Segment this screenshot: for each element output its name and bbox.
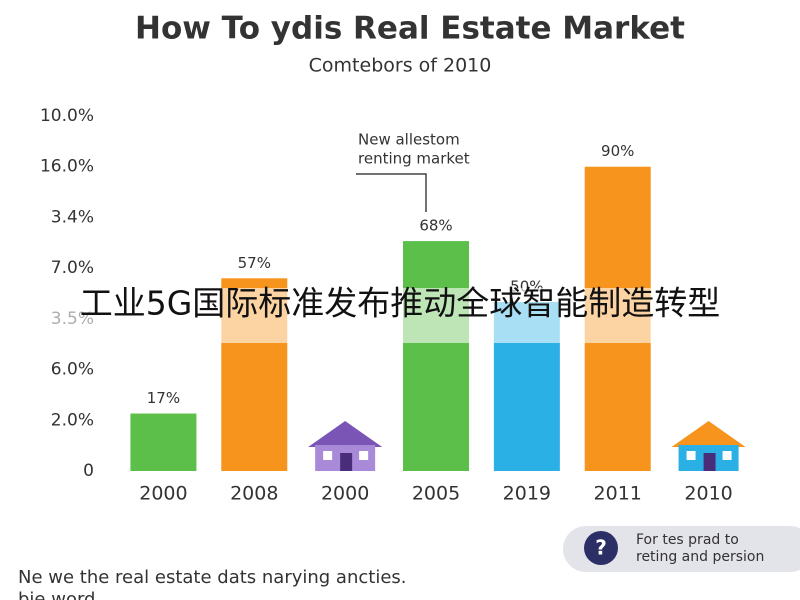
x-tick-label: 2011 bbox=[594, 483, 642, 505]
x-tick-label: 2000 bbox=[139, 483, 187, 505]
house-part bbox=[671, 421, 746, 447]
value-label: 90% bbox=[601, 142, 634, 160]
help-text[interactable]: reting and persion bbox=[636, 549, 764, 565]
y-tick-label: 0 bbox=[83, 461, 94, 481]
overlay-caption: 工业5G国际标准发布推动全球智能制造转型 bbox=[80, 284, 721, 323]
house-icon bbox=[671, 421, 746, 471]
house-part bbox=[323, 451, 333, 460]
help-button-bg[interactable] bbox=[563, 526, 800, 572]
footer-text: Ne we the real estate dats narying ancti… bbox=[18, 567, 407, 588]
annotation: renting market bbox=[358, 150, 470, 168]
x-tick-label: 2008 bbox=[230, 483, 278, 505]
value-label: 57% bbox=[238, 254, 271, 272]
annotation: New allestom bbox=[358, 131, 460, 149]
bar bbox=[403, 241, 469, 471]
help-button[interactable]: ? For tes prad to reting and persion bbox=[563, 526, 800, 572]
house-part bbox=[340, 453, 353, 471]
footer-text-cut: bie word bbox=[18, 589, 95, 600]
y-tick-label: 7.0% bbox=[51, 258, 94, 278]
bar bbox=[130, 413, 197, 471]
x-tick-label: 2000 bbox=[321, 483, 369, 505]
value-label: 17% bbox=[147, 389, 180, 407]
house-part bbox=[308, 421, 383, 447]
y-tick-label: 16.0% bbox=[40, 157, 94, 177]
y-tick-label: 10.0% bbox=[40, 106, 94, 126]
chart-title: How To ydis Real Estate Market bbox=[135, 11, 685, 47]
y-tick-label: 6.0% bbox=[51, 360, 94, 380]
house-part bbox=[703, 453, 716, 471]
help-icon[interactable]: ? bbox=[595, 536, 607, 560]
annotation-line bbox=[356, 173, 427, 212]
x-tick-label: 2010 bbox=[684, 483, 732, 505]
house-part bbox=[359, 451, 369, 460]
y-tick-label: 3.4% bbox=[51, 207, 94, 227]
value-label: 68% bbox=[419, 217, 452, 235]
y-tick-label: 2.0% bbox=[51, 410, 94, 430]
chart-subtitle: Comtebors of 2010 bbox=[309, 55, 492, 77]
house-part bbox=[722, 451, 732, 460]
help-icon-bg[interactable] bbox=[584, 531, 618, 565]
house-icon bbox=[308, 421, 383, 471]
help-text[interactable]: For tes prad to bbox=[636, 532, 739, 548]
house-part bbox=[686, 451, 696, 460]
x-tick-label: 2019 bbox=[503, 483, 551, 505]
caption-band bbox=[0, 288, 800, 343]
footer: Ne we the real estate dats narying ancti… bbox=[18, 526, 800, 600]
x-tick-label: 2005 bbox=[412, 483, 460, 505]
